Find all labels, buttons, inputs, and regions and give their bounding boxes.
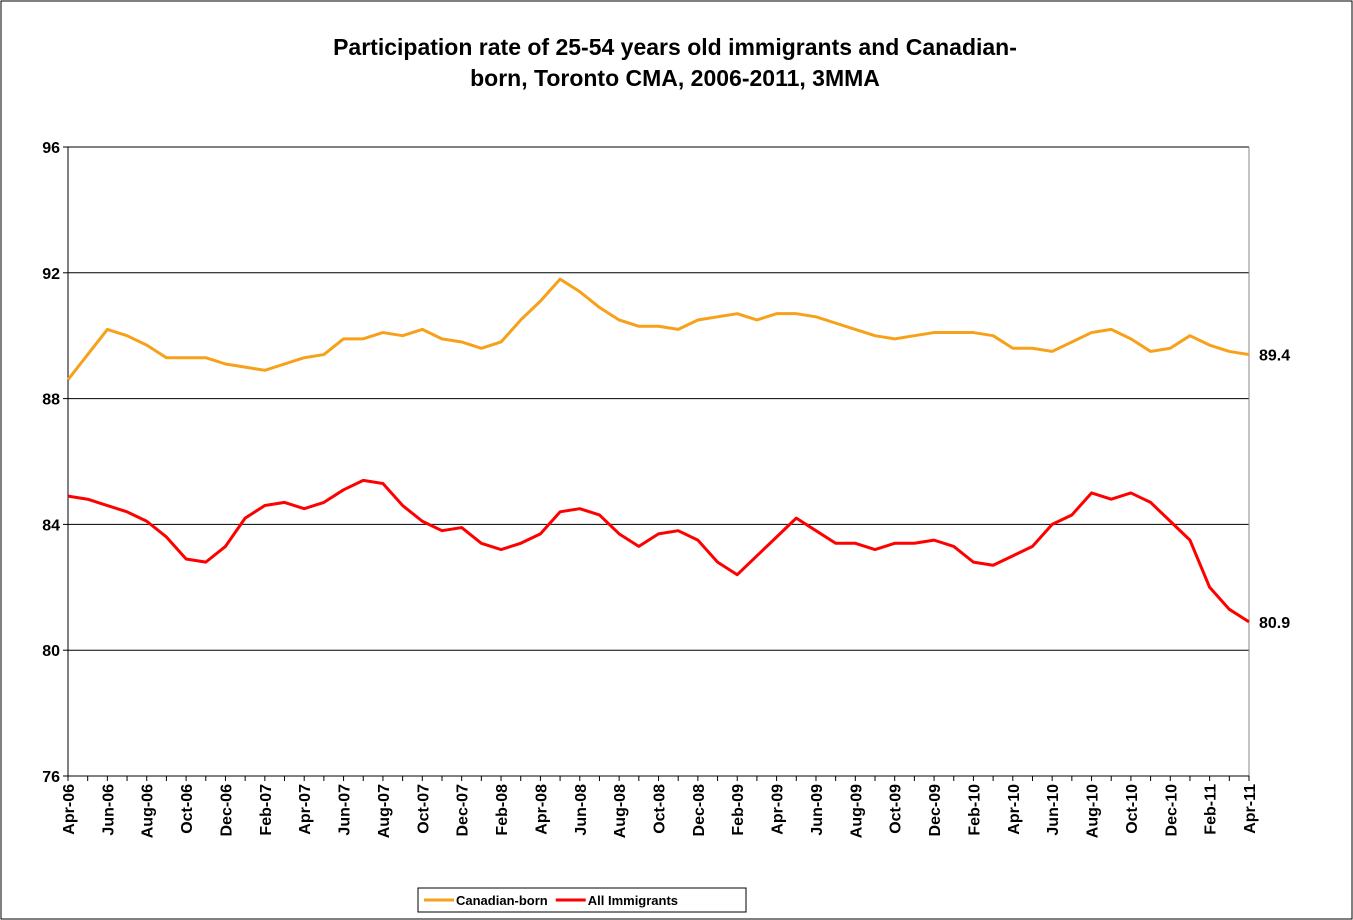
y-tick-label: 92: [42, 266, 60, 283]
x-tick-label: Aug-09: [848, 784, 865, 838]
x-tick-label: Jun-08: [573, 784, 590, 836]
y-tick-label: 84: [42, 517, 60, 534]
x-tick-label: Aug-10: [1085, 784, 1102, 838]
x-tick-label: Feb-10: [966, 784, 983, 836]
x-tick-label: Dec-08: [691, 784, 708, 837]
x-tick-label: Apr-06: [61, 784, 78, 835]
x-tick-label: Dec-07: [455, 784, 472, 837]
x-tick-label: Apr-11: [1242, 784, 1259, 834]
x-tick-label: Feb-07: [258, 784, 275, 836]
x-tick-label: Apr-09: [770, 784, 787, 835]
chart-title: Participation rate of 25-54 years old im…: [333, 34, 1017, 91]
x-tick-label: Dec-09: [927, 784, 944, 837]
end-value-label: 89.4: [1259, 348, 1290, 365]
series-line: [66, 277, 1250, 381]
x-tick-label: Aug-07: [376, 784, 393, 838]
x-tick-label: Oct-08: [652, 784, 669, 834]
end-value-label: 80.9: [1259, 615, 1290, 632]
x-tick-label: Oct-09: [888, 784, 905, 834]
x-tick-label: Apr-10: [1006, 784, 1023, 835]
x-tick-label: Oct-07: [415, 784, 432, 834]
x-tick-label: Feb-11: [1203, 784, 1220, 835]
x-tick-label: Jun-07: [337, 784, 354, 836]
x-tick-label: Oct-06: [179, 784, 196, 834]
x-tick-label: Jun-10: [1045, 784, 1062, 836]
x-tick-label: Aug-06: [140, 784, 157, 838]
legend-label: All Immigrants: [588, 893, 678, 908]
x-tick-label: Feb-08: [494, 784, 511, 836]
x-tick-label: Apr-07: [297, 784, 314, 835]
y-tick-label: 88: [42, 392, 60, 409]
x-tick-label: Jun-06: [100, 784, 117, 836]
y-tick-label: 76: [42, 769, 60, 786]
y-tick-label: 96: [42, 140, 60, 157]
x-tick-label: Jun-09: [809, 784, 826, 836]
series-line: [67, 478, 1250, 624]
x-tick-label: Aug-08: [612, 784, 629, 838]
x-tick-label: Feb-09: [730, 784, 747, 836]
y-tick-label: 80: [42, 643, 60, 660]
x-tick-label: Dec-06: [218, 784, 235, 837]
x-tick-label: Apr-08: [533, 784, 550, 835]
legend-label: Canadian-born: [456, 893, 548, 908]
x-tick-label: Dec-10: [1163, 784, 1180, 837]
x-tick-label: Oct-10: [1124, 784, 1141, 834]
